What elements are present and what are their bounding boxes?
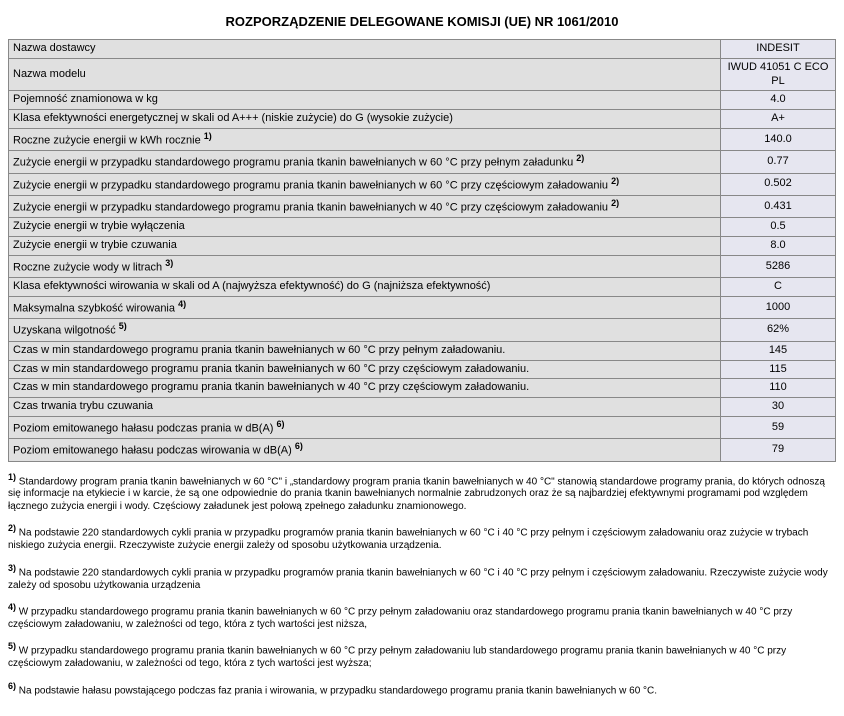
footnote-number: 4) [8,602,16,612]
footnote: 1) Standardowy program prania tkanin baw… [8,472,836,514]
row-label: Roczne zużycie wody w litrach 3) [9,255,721,277]
row-label: Czas w min standardowego programu prania… [9,360,721,379]
row-value: A+ [721,110,836,129]
footnote-text: Na podstawie hałasu powstającego podczas… [19,685,657,696]
row-value: C [721,278,836,297]
row-label: Czas w min standardowego programu prania… [9,379,721,398]
footnote-ref: 2) [611,176,619,186]
footnote-ref: 6) [295,441,303,451]
row-value: 0.431 [721,195,836,217]
row-value: 0.502 [721,173,836,195]
footnote: 6) Na podstawie hałasu powstającego podc… [8,681,836,698]
footnotes-section: 1) Standardowy program prania tkanin baw… [8,472,836,698]
row-label: Maksymalna szybkość wirowania 4) [9,297,721,319]
row-value: 59 [721,416,836,438]
footnote-number: 3) [8,563,16,573]
footnote-text: Na podstawie 220 standardowych cykli pra… [8,528,808,552]
row-value: 140.0 [721,128,836,150]
row-value: 0.77 [721,151,836,173]
table-row: Pojemność znamionowa w kg4.0 [9,91,836,110]
footnote-text: Standardowy program prania tkanin bawełn… [8,476,825,512]
row-label: Uzyskana wilgotność 5) [9,319,721,341]
row-label: Klasa efektywności wirowania w skali od … [9,278,721,297]
row-value: 79 [721,439,836,461]
row-label: Zużycie energii w przypadku standardoweg… [9,173,721,195]
table-row: Nazwa modeluIWUD 41051 C ECO PL [9,58,836,91]
footnote-ref: 1) [204,131,212,141]
footnote-ref: 2) [576,153,584,163]
table-row: Zużycie energii w przypadku standardoweg… [9,151,836,173]
footnote-ref: 2) [611,198,619,208]
row-value: INDESIT [721,40,836,59]
table-row: Maksymalna szybkość wirowania 4)1000 [9,297,836,319]
footnote: 4) W przypadku standardowego programu pr… [8,602,836,631]
row-value: 110 [721,379,836,398]
row-label: Zużycie energii w przypadku standardoweg… [9,151,721,173]
table-row: Nazwa dostawcyINDESIT [9,40,836,59]
table-row: Roczne zużycie wody w litrach 3)5286 [9,255,836,277]
table-row: Klasa efektywności energetycznej w skali… [9,110,836,129]
footnote-text: W przypadku standardowego programu prani… [8,606,792,630]
table-row: Klasa efektywności wirowania w skali od … [9,278,836,297]
footnote: 3) Na podstawie 220 standardowych cykli … [8,563,836,592]
row-value: 145 [721,341,836,360]
row-label: Czas trwania trybu czuwania [9,398,721,417]
footnote-number: 1) [8,472,16,482]
footnote-text: W przypadku standardowego programu prani… [8,646,786,670]
row-value: 8.0 [721,237,836,256]
row-label: Czas w min standardowego programu prania… [9,341,721,360]
footnote-ref: 5) [119,321,127,331]
spec-table: Nazwa dostawcyINDESITNazwa modeluIWUD 41… [8,39,836,462]
table-row: Zużycie energii w trybie czuwania8.0 [9,237,836,256]
table-row: Zużycie energii w przypadku standardoweg… [9,173,836,195]
row-label: Nazwa modelu [9,58,721,91]
row-label: Roczne zużycie energii w kWh rocznie 1) [9,128,721,150]
row-label: Zużycie energii w trybie czuwania [9,237,721,256]
row-value: 5286 [721,255,836,277]
footnote-number: 5) [8,641,16,651]
footnote-ref: 6) [277,419,285,429]
table-row: Zużycie energii w trybie wyłączenia0.5 [9,218,836,237]
row-label: Klasa efektywności energetycznej w skali… [9,110,721,129]
footnote-text: Na podstawie 220 standardowych cykli pra… [8,567,828,591]
table-row: Roczne zużycie energii w kWh rocznie 1)1… [9,128,836,150]
table-row: Zużycie energii w przypadku standardoweg… [9,195,836,217]
footnote-ref: 3) [165,258,173,268]
row-value: 62% [721,319,836,341]
row-value: 0.5 [721,218,836,237]
table-row: Uzyskana wilgotność 5)62% [9,319,836,341]
row-label: Pojemność znamionowa w kg [9,91,721,110]
row-value: IWUD 41051 C ECO PL [721,58,836,91]
table-row: Czas w min standardowego programu prania… [9,341,836,360]
footnote-number: 6) [8,681,16,691]
row-label: Zużycie energii w trybie wyłączenia [9,218,721,237]
table-row: Czas trwania trybu czuwania30 [9,398,836,417]
row-label: Poziom emitowanego hałasu podczas prania… [9,416,721,438]
table-row: Poziom emitowanego hałasu podczas wirowa… [9,439,836,461]
row-value: 4.0 [721,91,836,110]
footnote-ref: 4) [178,299,186,309]
table-row: Czas w min standardowego programu prania… [9,379,836,398]
row-label: Nazwa dostawcy [9,40,721,59]
footnote: 2) Na podstawie 220 standardowych cykli … [8,523,836,552]
row-value: 115 [721,360,836,379]
footnote: 5) W przypadku standardowego programu pr… [8,641,836,670]
row-value: 1000 [721,297,836,319]
row-label: Zużycie energii w przypadku standardoweg… [9,195,721,217]
table-row: Czas w min standardowego programu prania… [9,360,836,379]
footnote-number: 2) [8,523,16,533]
document-title: ROZPORZĄDZENIE DELEGOWANE KOMISJI (UE) N… [8,8,836,39]
row-value: 30 [721,398,836,417]
table-row: Poziom emitowanego hałasu podczas prania… [9,416,836,438]
row-label: Poziom emitowanego hałasu podczas wirowa… [9,439,721,461]
